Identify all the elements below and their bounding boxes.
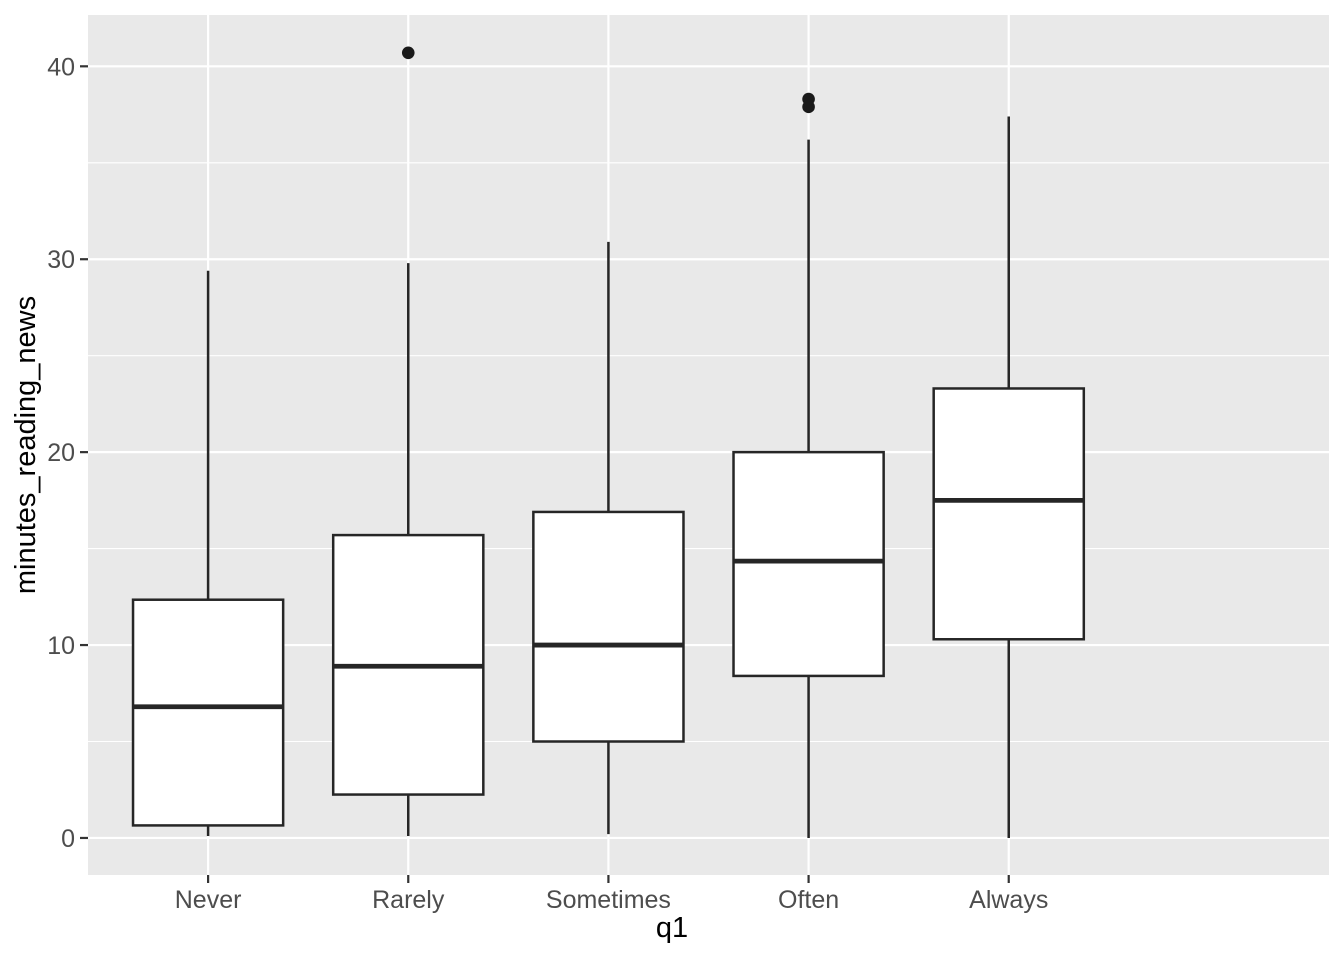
x-tick-label: Never [175, 886, 242, 914]
y-tick-label: 40 [47, 53, 75, 81]
outlier-point [401, 46, 415, 60]
panel-background [88, 15, 1329, 875]
x-tick-label: Often [778, 886, 839, 914]
y-tick-label: 20 [47, 439, 75, 467]
x-tick-label: Always [969, 886, 1048, 914]
y-axis-title: minutes_reading_news [10, 295, 42, 595]
x-tick-label: Sometimes [546, 886, 671, 914]
boxplot-box [131, 598, 285, 827]
y-tick-label: 30 [47, 246, 75, 274]
y-tick-label: 0 [61, 825, 75, 853]
boxplot-box [732, 450, 885, 678]
y-tick-label: 10 [47, 632, 75, 660]
x-axis-title: q1 [655, 912, 689, 944]
boxplot-box [532, 510, 685, 743]
boxplot-box [932, 387, 1086, 641]
x-tick-label: Rarely [372, 886, 445, 914]
outlier-point [802, 92, 815, 106]
